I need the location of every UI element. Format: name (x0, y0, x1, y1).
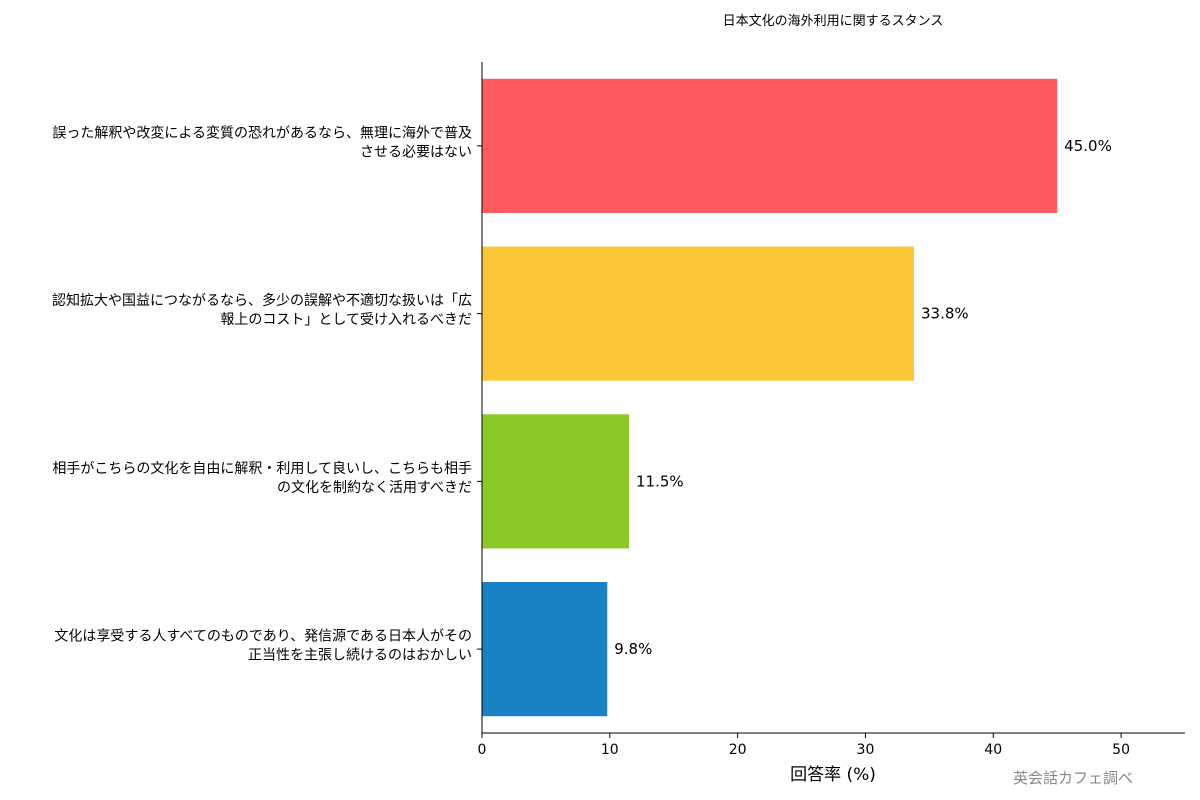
category-label-2: 認知拡大や国益につながるなら、多少の誤解や不適切な扱いは「広報上のコスト」として… (52, 292, 472, 328)
category-labels: 誤った解釈や改変による変質の恐れがあるなら、無理に海外で普及させる必要はない認知… (52, 124, 482, 664)
x-tick-label-3: 20 (729, 742, 747, 758)
chart-title: 日本文化の海外利用に関するスタンス (723, 14, 944, 29)
x-tick-label-1: 0 (478, 742, 487, 758)
value-label-4: 9.8% (614, 640, 652, 658)
value-label-1: 45.0% (1064, 137, 1112, 155)
bar-1 (482, 78, 1058, 213)
x-axis-label: 回答率 (%) (790, 765, 876, 785)
x-tick-label-5: 40 (984, 742, 1002, 758)
x-tick-label-2: 10 (601, 742, 619, 758)
value-label-3: 11.5% (636, 472, 684, 490)
bars-group (482, 78, 1058, 717)
bar-4 (482, 582, 608, 717)
category-label-4: 文化は享受する人すべてのものであり、発信源である日本人がその正当性を主張し続ける… (54, 628, 472, 664)
value-labels: 45.0% 33.8% 11.5% 9.8% (614, 137, 1112, 658)
category-label-3: 相手がこちらの文化を自由に解釈・利用して良いし、こちらも相手の文化を制約なく活用… (52, 461, 472, 496)
x-tick-label-4: 30 (857, 742, 875, 758)
bar-3 (482, 414, 629, 549)
x-axis: 0 10 20 30 40 50 (478, 732, 1185, 758)
source-note: 英会話カフェ調べ (1013, 769, 1133, 787)
value-label-2: 33.8% (921, 305, 969, 323)
category-label-1: 誤った解釈や改変による変質の恐れがあるなら、無理に海外で普及させる必要はない (52, 124, 472, 160)
x-tick-label-6: 50 (1112, 742, 1130, 758)
bar-2 (482, 246, 915, 381)
